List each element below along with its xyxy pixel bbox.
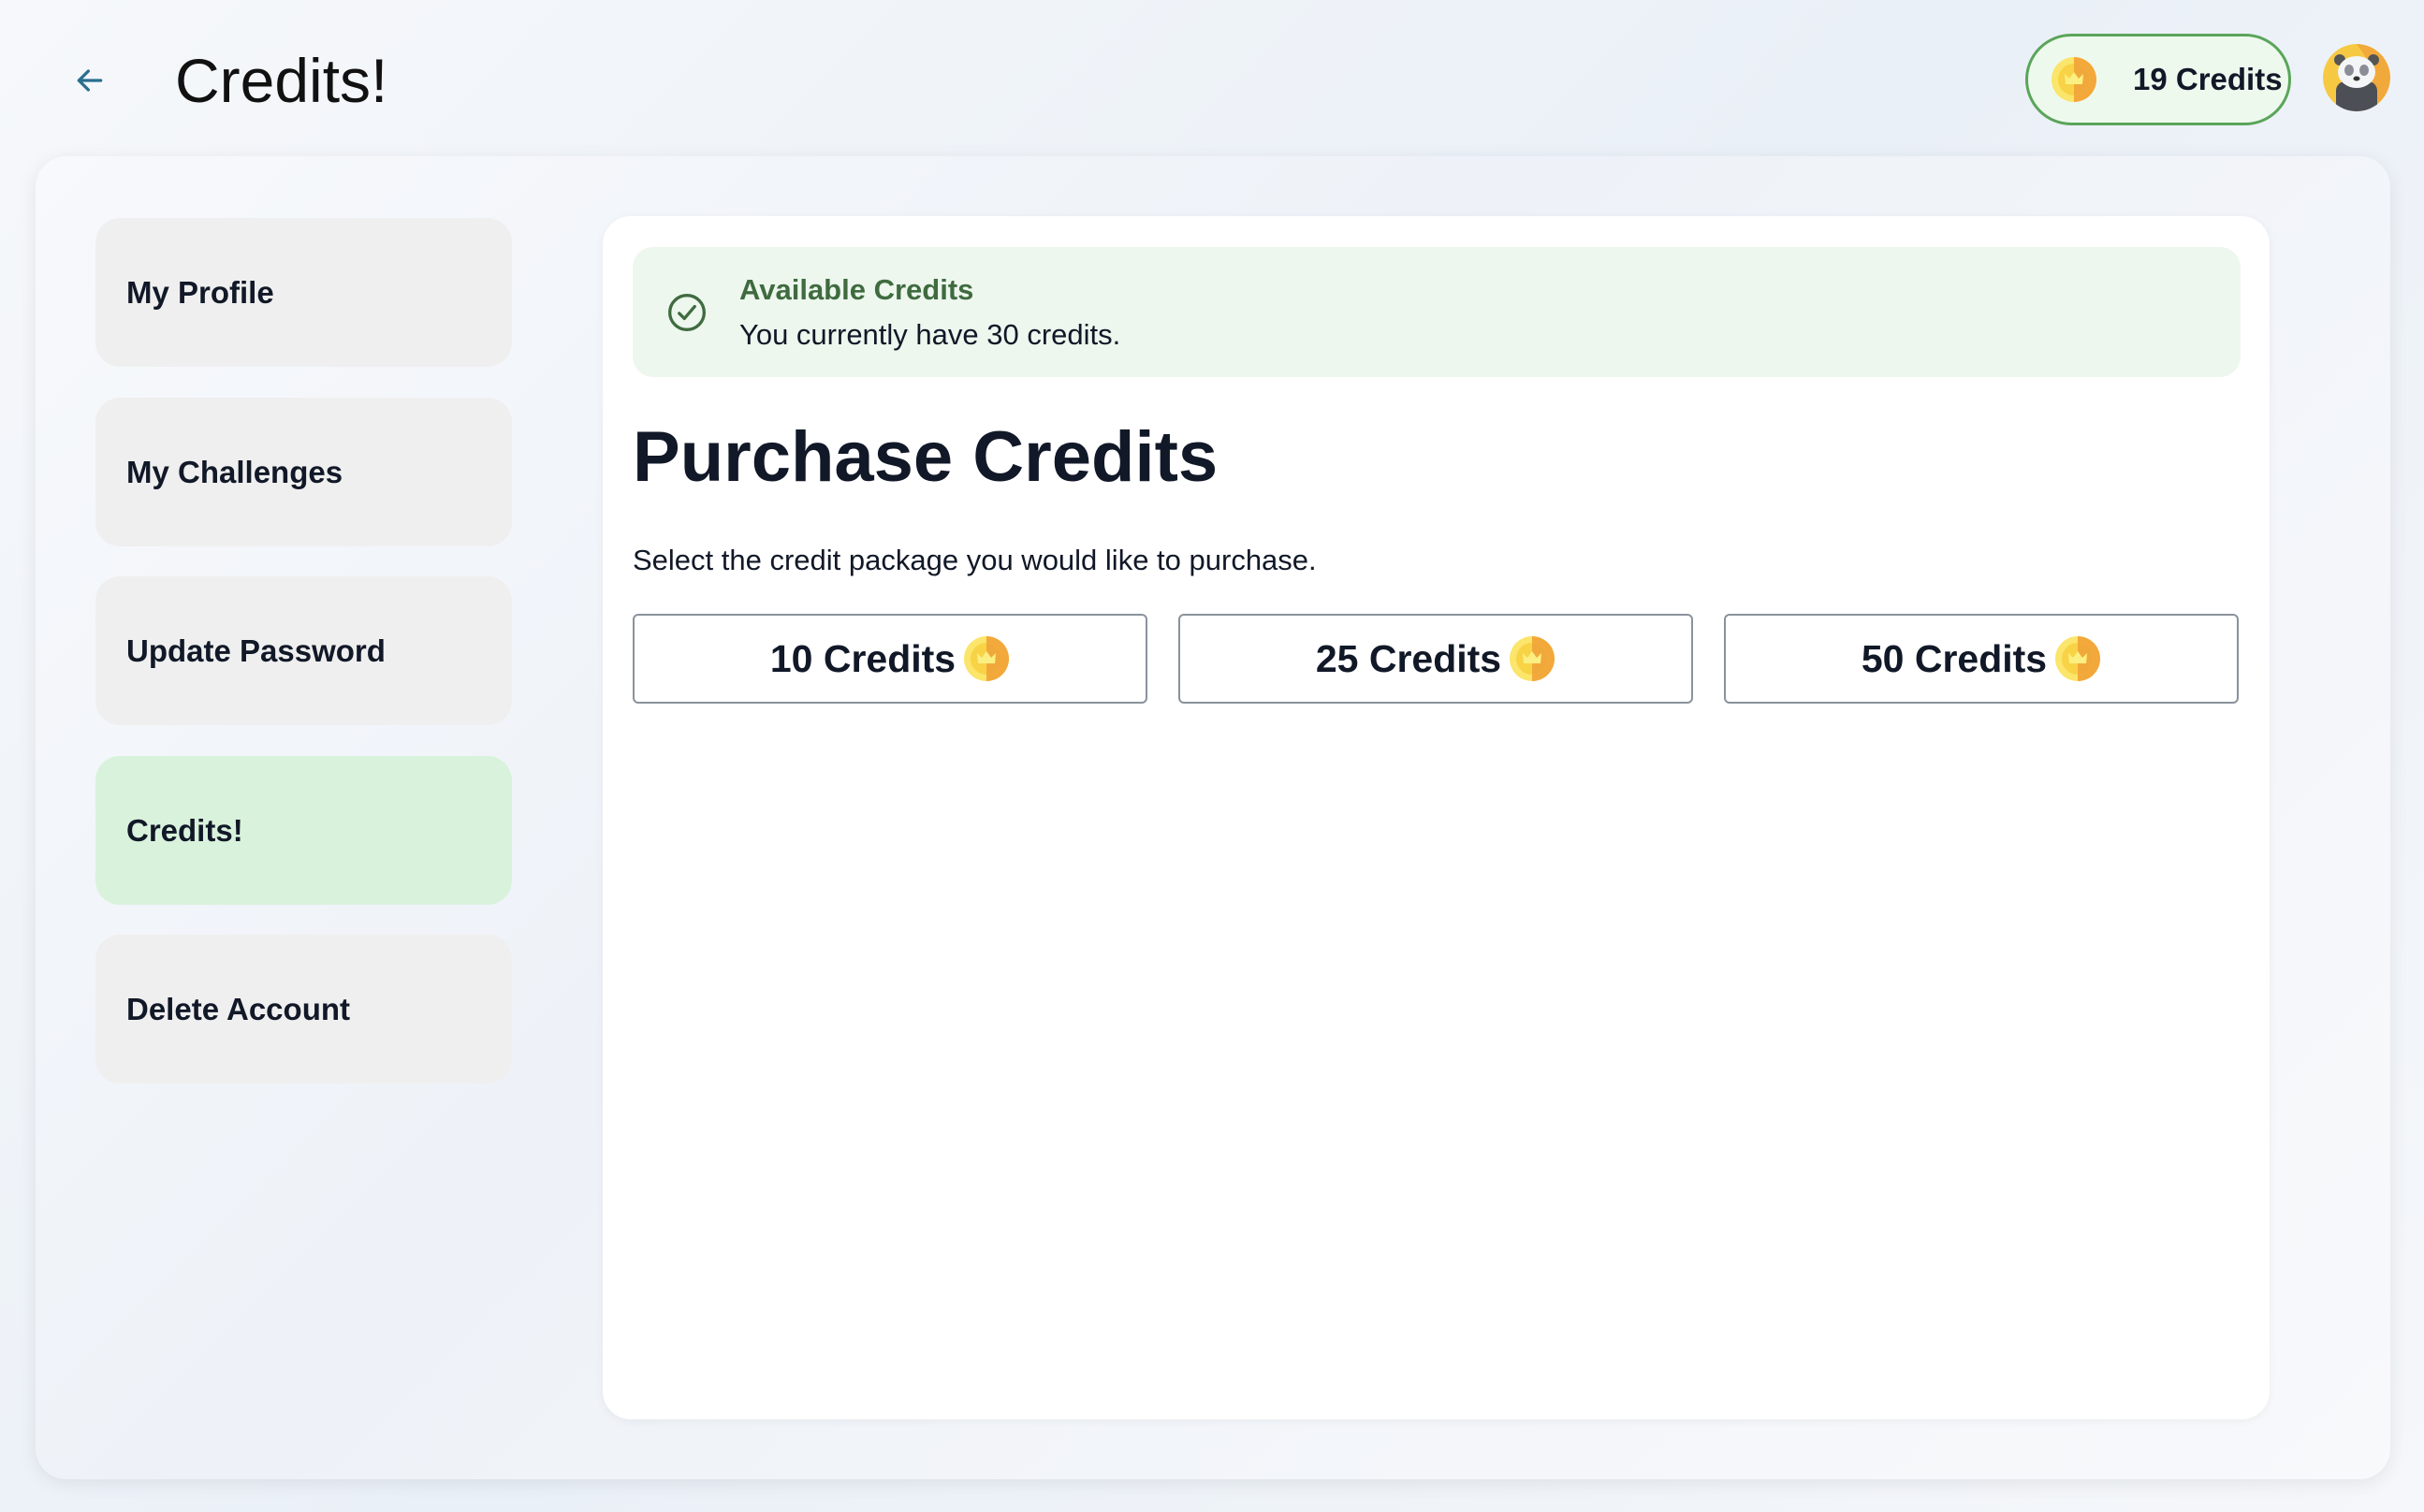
coin-icon	[2055, 636, 2101, 681]
package-label: 10 Credits	[769, 636, 956, 680]
credits-badge-label: 19 Credits	[2133, 62, 2283, 96]
sidebar-item-my-challenges[interactable]: My Challenges	[95, 398, 512, 546]
available-credits-alert: Available Credits You currently have 30 …	[633, 247, 2241, 377]
alert-title: Available Credits	[739, 273, 974, 306]
sidebar-item-credits[interactable]: Credits!	[95, 756, 512, 905]
coin-icon	[1510, 636, 1555, 681]
package-25-credits-button[interactable]: 25 Credits	[1178, 614, 1693, 704]
arrow-left-icon	[77, 69, 103, 92]
purchase-description: Select the credit package you would like…	[633, 544, 1317, 576]
package-50-credits-button[interactable]: 50 Credits	[1724, 614, 2239, 704]
back-button[interactable]	[67, 58, 112, 103]
coin-icon	[964, 636, 1010, 681]
credits-badge[interactable]: 19 Credits	[2025, 34, 2291, 125]
content-panel	[603, 216, 2270, 1419]
sidebar-item-delete-account[interactable]: Delete Account	[95, 935, 512, 1083]
panda-avatar-icon[interactable]	[2323, 44, 2390, 111]
package-label: 25 Credits	[1315, 636, 1502, 680]
alert-message: You currently have 30 credits.	[739, 318, 1121, 351]
package-10-credits-button[interactable]: 10 Credits	[633, 614, 1147, 704]
purchase-heading: Purchase Credits	[633, 417, 1219, 497]
sidebar-item-my-profile[interactable]: My Profile	[95, 218, 512, 367]
package-label: 50 Credits	[1861, 636, 2048, 680]
coin-icon	[2052, 57, 2096, 102]
sidebar-item-update-password[interactable]: Update Password	[95, 576, 512, 725]
check-circle-icon	[668, 294, 706, 331]
page-title: Credits!	[175, 46, 388, 115]
